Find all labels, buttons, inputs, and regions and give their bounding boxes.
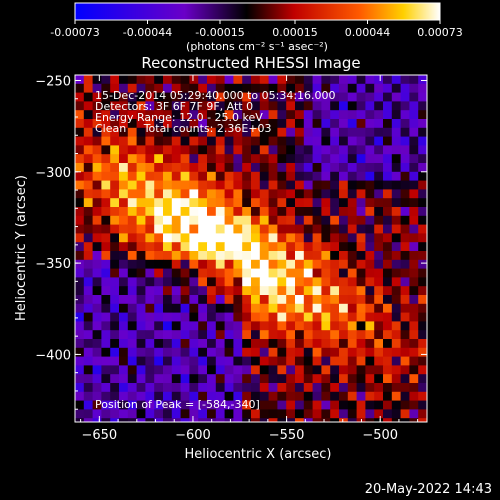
annotation-time-range: 15-Dec-2014 05:29:40.000 to 05:34:16.000 xyxy=(95,89,336,102)
x-tick-label: −500 xyxy=(362,428,398,443)
colorbar-tick-label: 0.00073 xyxy=(417,26,463,39)
y-axis-label: Heliocentric Y (arcsec) xyxy=(14,175,29,321)
axes: −650 −600 −550 −500 −250 −300 −350 −400 xyxy=(35,74,427,443)
colorbar-tick-label: -0.00044 xyxy=(123,26,172,39)
colorbar xyxy=(74,2,441,21)
x-tick-label: −550 xyxy=(269,428,305,443)
colorbar-tick-label: 0.00015 xyxy=(272,26,318,39)
colorbar-ticks: -0.00073 -0.00044 -0.00015 0.00015 0.00044 0.… xyxy=(50,20,463,39)
timestamp: 20-May-2022 14:43 xyxy=(364,482,492,497)
annotation-detectors: Detectors: 3F 6F 7F 9F, Att 0 xyxy=(95,100,253,113)
annotation-clean-counts: Clean Total counts: 2.36E+03 xyxy=(95,122,272,135)
colorbar-tick-label: -0.00073 xyxy=(50,26,99,39)
peak-position-label: Position of Peak = [-584,-340] xyxy=(95,398,260,411)
x-axis-label: Heliocentric X (arcsec) xyxy=(185,447,332,462)
chart-title: Reconstructed RHESSI Image xyxy=(141,54,360,72)
y-tick-label: −400 xyxy=(35,348,71,363)
x-tick-label: −650 xyxy=(81,428,117,443)
colorbar-tick-label: -0.00015 xyxy=(195,26,244,39)
y-tick-label: −250 xyxy=(35,74,71,89)
y-tick-label: −300 xyxy=(35,166,71,181)
annotation-energy-range: Energy Range: 12.0 - 25.0 keV xyxy=(95,111,263,124)
x-tick-label: −600 xyxy=(175,428,211,443)
heatmap-image xyxy=(75,75,427,422)
colorbar-tick-label: 0.00044 xyxy=(345,26,391,39)
colorbar-unit-label: (photons cm⁻² s⁻¹ asec⁻²) xyxy=(186,40,328,53)
y-tick-label: −350 xyxy=(35,257,71,272)
plot-frame xyxy=(74,74,428,423)
